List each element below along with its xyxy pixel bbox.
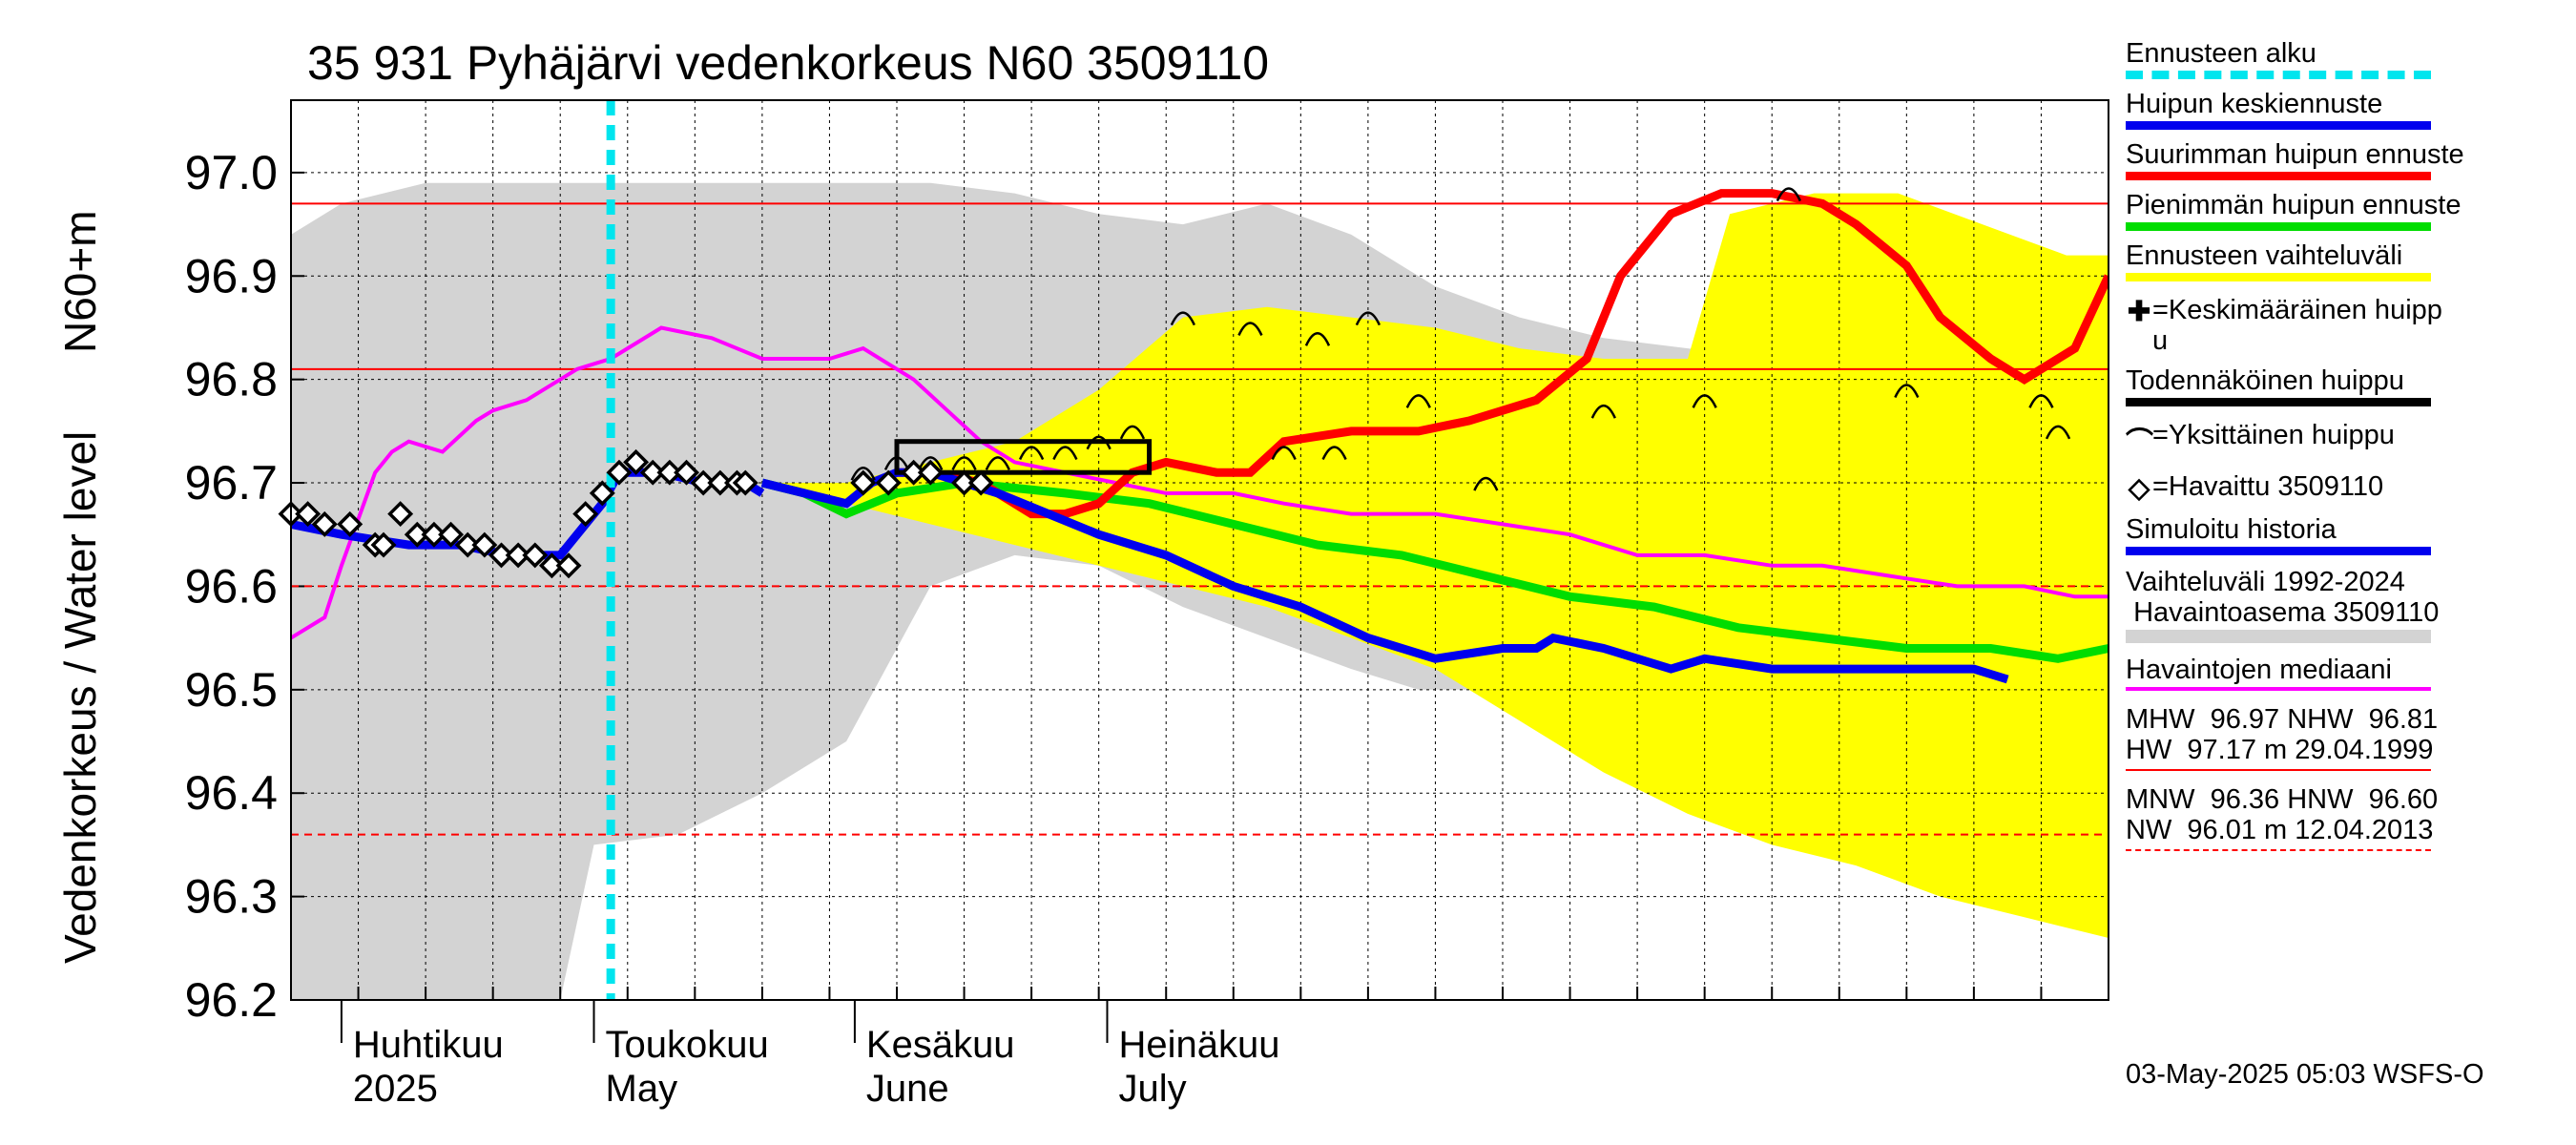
observed-point <box>370 531 397 558</box>
legend-min-forecast: Pienimmän huipun ennuste <box>2126 190 2574 231</box>
month-sublabel: 2025 <box>353 1068 438 1110</box>
single-peak-mark <box>1018 446 1045 461</box>
observed-point <box>505 542 531 569</box>
observed-point <box>438 521 465 548</box>
observed-point <box>690 469 717 496</box>
legend-simulated: Simuloitu historia <box>2126 514 2574 555</box>
observed-point <box>404 521 430 548</box>
single-peak-mark <box>951 456 977 470</box>
single-peak-mark <box>1355 311 1381 326</box>
single-peak-mark <box>2028 394 2054 408</box>
y-tick-label: 96.5 <box>185 663 278 717</box>
observed-point <box>295 501 322 528</box>
y-tick-label: 96.9 <box>185 249 278 302</box>
single-peak-mark <box>1894 384 1920 399</box>
single-peak-mark <box>1052 446 1078 461</box>
single-peak-mark <box>2045 425 2071 440</box>
plot-frame <box>290 99 2109 1001</box>
single-peak-mark <box>1119 425 1146 440</box>
y-tick-label: 96.2 <box>185 973 278 1027</box>
max-forecast-line <box>897 189 2109 519</box>
single-peak-mark <box>1405 394 1431 408</box>
single-peak-mark <box>1304 332 1331 346</box>
observed-point <box>656 459 683 486</box>
observed-point <box>951 469 978 496</box>
y-tick-label: 96.7 <box>185 456 278 510</box>
single-peak-mark <box>1237 322 1263 336</box>
single-peak-mark <box>1321 446 1347 461</box>
single-peak-mark <box>1271 446 1297 461</box>
diamond-icon: ◇ <box>2128 473 2150 504</box>
chart-title: 35 931 Pyhäjärvi vedenkorkeus N60 350911… <box>307 36 1269 90</box>
y-axis-unit: N60+m <box>55 210 105 353</box>
single-peak-mark <box>883 456 910 470</box>
single-peak-mark <box>1086 435 1111 450</box>
legend-observed: ◇ =Havaittu 3509110 <box>2126 471 2574 505</box>
legend-median: Havaintojen mediaani <box>2126 655 2574 691</box>
observed-point <box>387 501 414 528</box>
single-peak-mark <box>850 467 876 481</box>
observed-point <box>967 469 994 496</box>
legend-forecast-start: Ennusteen alku <box>2126 38 2574 79</box>
observed-point <box>311 510 338 537</box>
legend-single-peak: ⌒ =Yksittäinen huippu <box>2126 420 2395 458</box>
observed-point <box>572 501 599 528</box>
legend-history-range: Vaihteluväli 1992-2024 Havaintoasema 350… <box>2126 567 2574 643</box>
observed-point <box>555 552 582 579</box>
median-line <box>291 325 2109 640</box>
observed-point <box>606 459 633 486</box>
single-peak-mark <box>1170 311 1195 326</box>
y-tick-label: 96.8 <box>185 353 278 406</box>
observed-point <box>901 459 927 486</box>
single-peak-mark <box>1590 404 1616 419</box>
observed-point <box>850 469 877 496</box>
observed-point <box>623 448 650 475</box>
observed-point <box>875 469 902 496</box>
observed-point <box>589 480 615 507</box>
y-tick-label: 96.3 <box>185 870 278 924</box>
legend-mean-forecast: Huipun keskiennuste <box>2126 89 2574 130</box>
month-label: Huhtikuu <box>353 1024 504 1066</box>
month-label: Toukokuu <box>606 1024 769 1066</box>
legend-max-forecast: Suurimman huipun ennuste <box>2126 139 2574 180</box>
single-peak-mark <box>918 456 944 470</box>
observed-point <box>732 469 758 496</box>
y-tick-label: 96.4 <box>185 766 278 820</box>
observed-point <box>522 542 549 569</box>
single-peak-mark <box>985 456 1010 470</box>
single-peak-mark <box>1692 394 1717 408</box>
month-sublabel: June <box>866 1068 949 1110</box>
observed-point <box>337 510 364 537</box>
legend: Ennusteen alku Huipun keskiennuste Suuri… <box>2126 38 2574 851</box>
y-axis-label: Vedenkorkeus / Water level <box>55 431 105 964</box>
timestamp: 03-May-2025 05:03 WSFS-O <box>2126 1059 2484 1090</box>
observed-point <box>454 531 481 558</box>
observed-point <box>538 552 565 579</box>
min-forecast-line <box>760 478 2109 663</box>
observed-point <box>471 531 498 558</box>
observed-point <box>917 459 944 486</box>
legend-forecast-range: Ennusteen vaihteluväli <box>2126 240 2574 281</box>
y-tick-label: 97.0 <box>185 146 278 199</box>
legend-stats-high: MHW 96.97 NHW 96.81 HW 97.17 m 29.04.199… <box>2126 704 2574 771</box>
month-sublabel: May <box>606 1068 678 1110</box>
y-tick-label: 96.6 <box>185 559 278 613</box>
legend-likely-peak: Todennäköinen huippu <box>2126 365 2574 406</box>
observed-point <box>674 459 699 486</box>
observed-point <box>639 459 666 486</box>
single-peak-mark <box>1473 476 1499 491</box>
observed-point <box>421 521 447 548</box>
month-label: Kesäkuu <box>866 1024 1015 1066</box>
plus-icon: ✚ <box>2127 297 2151 327</box>
month-label: Heinäkuu <box>1118 1024 1279 1066</box>
arc-icon: ⌒ <box>2126 427 2154 458</box>
observed-point <box>707 469 734 496</box>
single-peak-mark <box>1776 187 1801 202</box>
month-sublabel: July <box>1118 1068 1186 1110</box>
legend-avg-peak: ✚ =Keskimääräinen huipp u <box>2127 295 2442 356</box>
observed-point <box>488 542 514 569</box>
legend-stats-low: MNW 96.36 HNW 96.60 NW 96.01 m 12.04.201… <box>2126 784 2574 851</box>
